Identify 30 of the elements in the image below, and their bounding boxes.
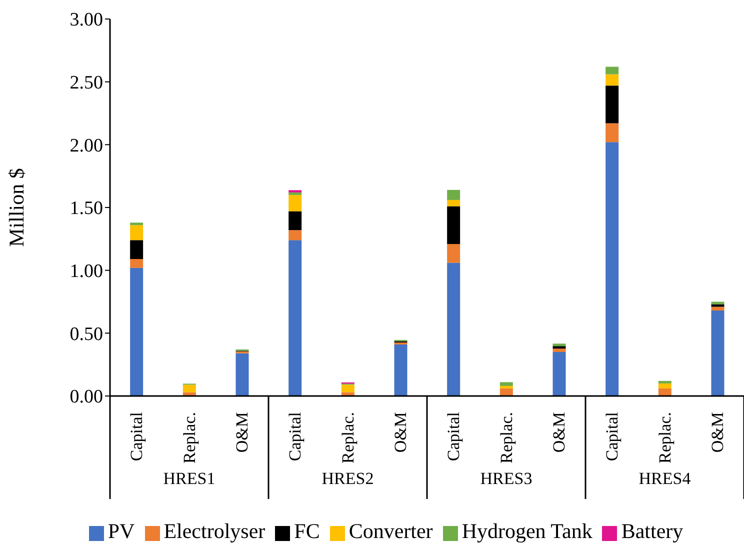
x-tick-label: Replac. (338, 412, 358, 464)
y-tick-label: 0.00 (70, 386, 103, 408)
y-tick-label: 2.50 (70, 72, 103, 94)
text: HRES4 (638, 469, 692, 488)
y-tick-label: 1.00 (70, 261, 103, 282)
x-tick-label: Capital (285, 412, 304, 462)
legend-label: Electrolyser (164, 519, 266, 543)
x-tick-label: Capital (126, 412, 146, 462)
y-axis-title: Million $ (4, 168, 28, 247)
x-tick-label: Replac. (180, 412, 199, 464)
y-tick-label: 3.00 (70, 10, 103, 31)
text: HRES3 (480, 469, 532, 488)
x-tick-label: Capital (602, 412, 622, 462)
x-tick-label: O&M (391, 412, 410, 453)
x-tick-label: Replac. (496, 412, 516, 464)
legend-label: PV (108, 519, 135, 543)
x-tick-label: O&M (708, 412, 728, 453)
legend-label: Hydrogen Tank (462, 519, 592, 543)
x-tick-label: Capital (444, 412, 463, 462)
x-tick-label: O&M (550, 412, 569, 453)
y-tick-label: 1.50 (70, 198, 103, 220)
legend-label: FC (294, 519, 320, 543)
x-tick-label: O&M (232, 412, 252, 453)
text: HRES1 (163, 469, 216, 488)
legend-label: Converter (348, 519, 433, 543)
y-tick-label: 2.00 (70, 135, 103, 156)
legend-label: Battery (621, 519, 684, 543)
y-tick-label: 0.50 (70, 324, 103, 345)
text: HRES2 (322, 469, 374, 488)
x-tick-label: Replac. (655, 412, 674, 464)
